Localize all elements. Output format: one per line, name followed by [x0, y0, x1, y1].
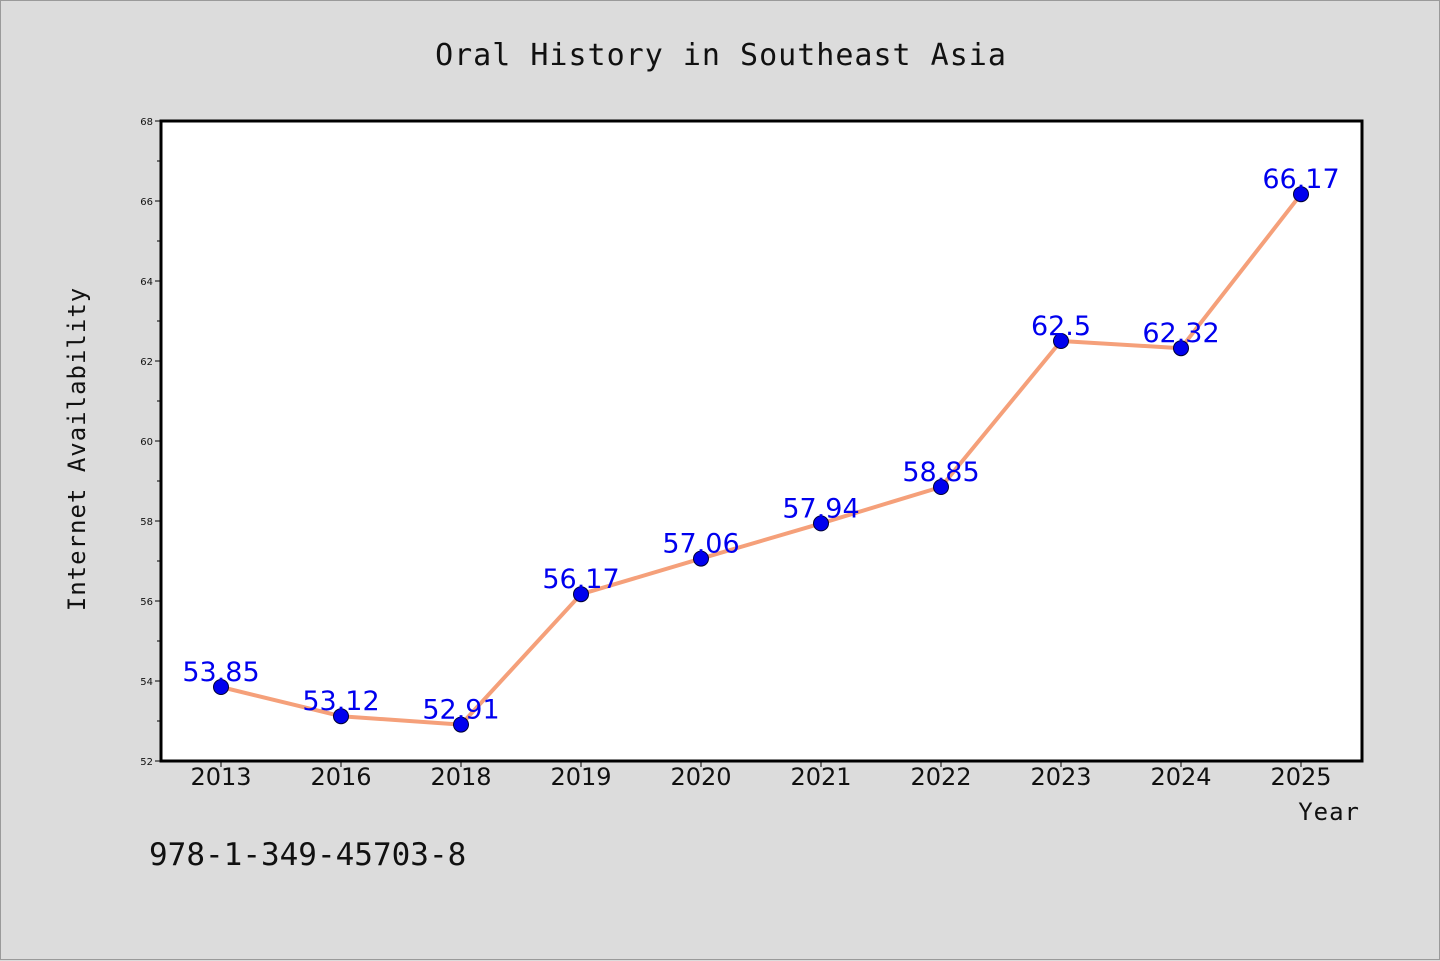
y-tick-label: 54: [140, 677, 153, 688]
data-label: 53.85: [182, 657, 259, 688]
data-labels: 53.85 53.12 52.91 56.17 57.06 57.94 58.85 62.5 6…: [182, 164, 1339, 725]
data-point: [813, 515, 829, 532]
data-point: [1053, 333, 1069, 349]
x-tick-label: 2025: [1270, 763, 1331, 791]
y-tick-label: 66: [140, 197, 153, 208]
data-point: [453, 716, 469, 733]
x-tick-label: 2020: [670, 763, 731, 791]
data-point: [333, 708, 349, 725]
x-tick-label: 2019: [550, 763, 611, 791]
isbn-text: 978-1-349-45703-8: [149, 837, 466, 873]
data-label: 62.32: [1142, 318, 1219, 349]
y-tick-label: 58: [140, 517, 153, 528]
y-tick-label: 68: [140, 117, 153, 128]
data-label: 52.91: [422, 695, 499, 726]
data-label: 57.06: [662, 529, 739, 560]
y-tick-label: 52: [140, 757, 153, 768]
x-axis-label: Year: [1298, 798, 1360, 826]
data-label: 62.5: [1031, 311, 1091, 342]
y-axis-label: Internet Availability: [63, 287, 91, 611]
data-label: 58.85: [902, 457, 979, 488]
x-tick-label: 2013: [190, 763, 251, 791]
data-points: [213, 186, 1309, 733]
data-label: 66.17: [1262, 164, 1339, 195]
y-tick-label: 56: [140, 597, 153, 608]
y-tick-label: 62: [140, 357, 153, 368]
x-tick-label: 2021: [790, 763, 851, 791]
data-label: 53.12: [302, 686, 379, 717]
x-tick-label: 2016: [310, 763, 371, 791]
data-point: [573, 586, 589, 603]
series-line-group: [219, 192, 1303, 727]
data-point: [213, 679, 229, 695]
plot-area: [159, 119, 1364, 763]
data-point: [933, 479, 949, 495]
data-point: [693, 550, 709, 567]
x-tick-label: 2018: [430, 763, 491, 791]
chart-title: Oral History in Southeast Asia: [435, 38, 1007, 73]
data-label: 57.94: [782, 493, 859, 524]
data-label: 56.17: [542, 564, 619, 595]
data-point: [1173, 340, 1189, 357]
x-tick-label: 2022: [910, 763, 971, 791]
x-axis: 2013 2016 2018 2019 2020 2021 2022 2023 2024 2025: [190, 761, 1332, 791]
y-tick-label: 64: [140, 277, 153, 288]
series-line: [219, 192, 1303, 727]
data-point: [1293, 186, 1309, 203]
x-tick-label: 2024: [1150, 763, 1211, 791]
y-tick-label: 60: [140, 437, 153, 448]
y-axis: 52 54 56 58 60 62 64 66 68: [140, 117, 161, 768]
x-tick-label: 2023: [1030, 763, 1091, 791]
